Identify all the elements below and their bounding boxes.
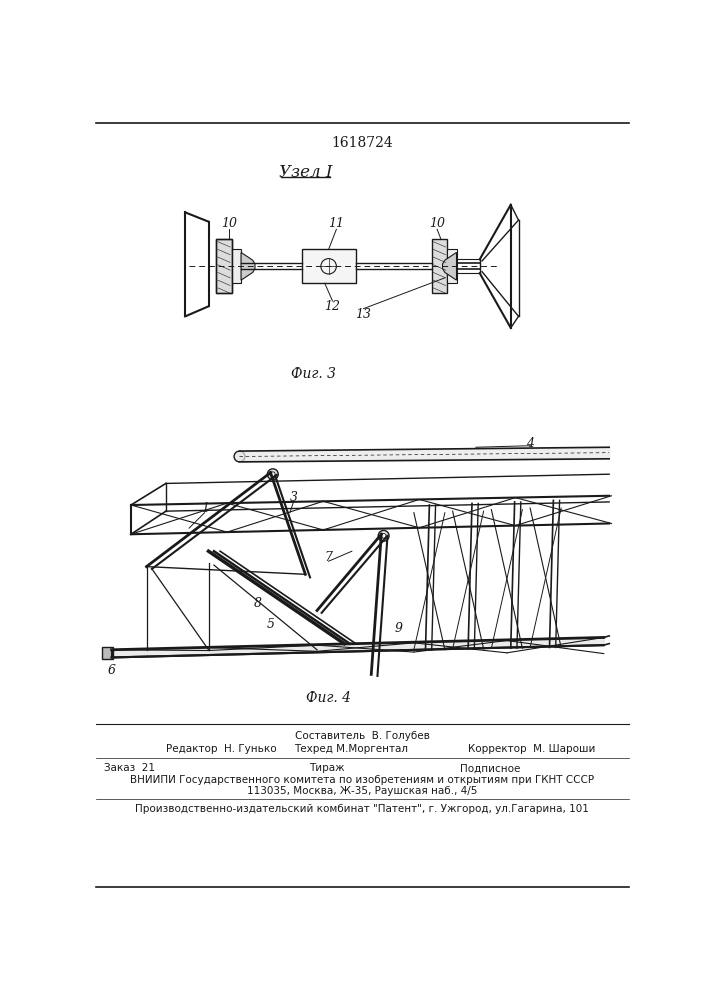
Text: Заказ  21: Заказ 21 [104,763,155,773]
Text: 9: 9 [395,622,402,635]
Text: 11: 11 [328,217,344,230]
Text: Производственно-издательский комбинат "Патент", г. Ужгород, ул.Гагарина, 101: Производственно-издательский комбинат "П… [135,804,589,814]
Text: 1: 1 [201,502,209,515]
Circle shape [378,530,389,541]
Text: 4: 4 [526,437,534,450]
Bar [432,239,448,293]
Polygon shape [241,252,255,280]
Bar [301,249,356,283]
Bar [216,239,232,293]
Bar [103,647,113,659]
Text: 1618724: 1618724 [331,136,393,150]
Text: Фиг. 4: Фиг. 4 [306,690,351,704]
Text: Фиг. 3: Фиг. 3 [291,367,336,381]
Circle shape [381,533,386,538]
Text: 8: 8 [253,597,262,610]
Ellipse shape [234,451,245,462]
Circle shape [267,469,279,480]
Text: 5: 5 [267,618,274,631]
Circle shape [271,472,275,477]
Text: 3: 3 [290,491,298,504]
Text: 10: 10 [221,217,238,230]
Text: ВНИИПИ Государственного комитета по изобретениям и открытиям при ГКНТ СССР: ВНИИПИ Государственного комитета по изоб… [130,775,594,785]
Text: 113035, Москва, Ж-35, Раушская наб., 4/5: 113035, Москва, Ж-35, Раушская наб., 4/5 [247,786,477,796]
Bar [232,249,241,283]
Text: Подписное: Подписное [460,763,521,773]
Text: Техред М.Моргентал: Техред М.Моргентал [293,744,408,754]
Text: Редактор  Н. Гунько: Редактор Н. Гунько [166,744,276,754]
Polygon shape [443,252,457,280]
Bar [216,239,232,293]
Text: 12: 12 [325,300,341,313]
Text: 10: 10 [429,217,445,230]
Text: Составитель  В. Голубев: Составитель В. Голубев [295,731,429,741]
Text: Узел I: Узел I [279,164,332,181]
Text: Тираж: Тираж [309,763,345,773]
Bar [448,249,457,283]
Text: Корректор  М. Шароши: Корректор М. Шароши [468,744,595,754]
Text: 6: 6 [107,664,116,677]
Text: 7: 7 [325,551,332,564]
Text: 13: 13 [356,308,371,321]
